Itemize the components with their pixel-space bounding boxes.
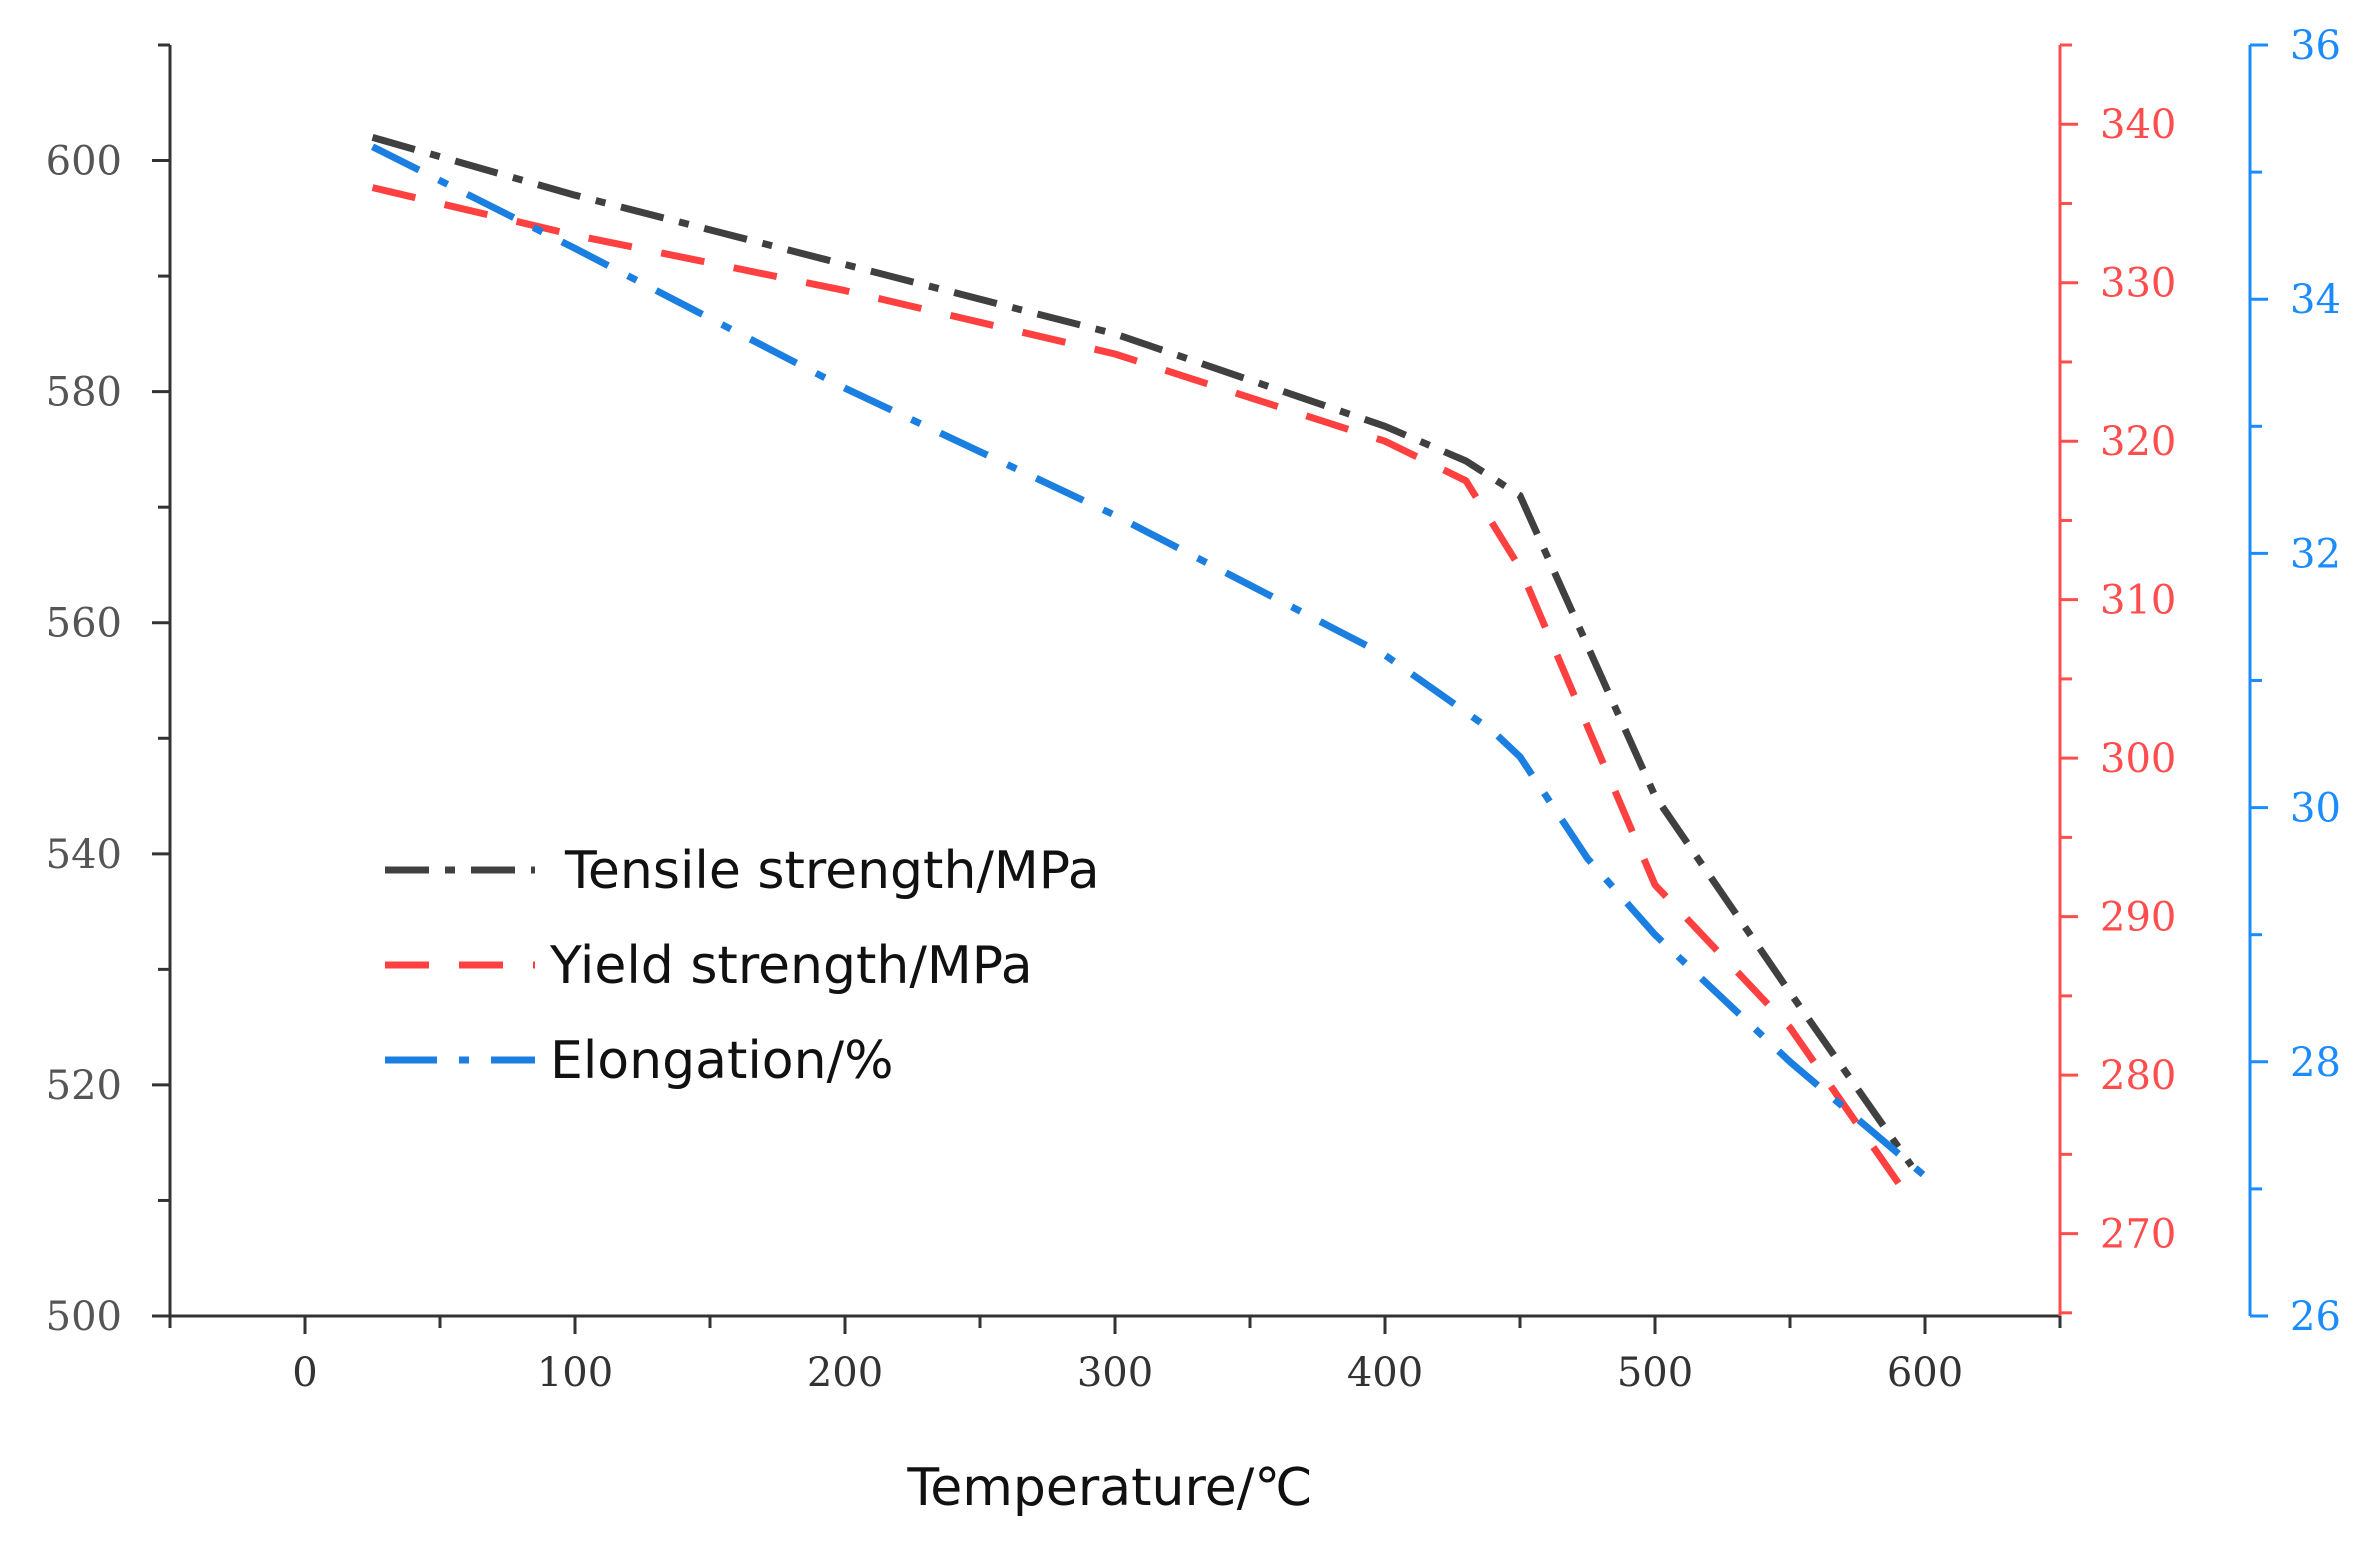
x-tick-label: 500 (1617, 1350, 1693, 1396)
y-tick-label-left: 580 (46, 370, 122, 416)
legend: Tensile strength/MPa Yield strength/MPa El… (385, 841, 1100, 1091)
legend-label: Tensile strength/MPa (564, 841, 1100, 901)
y-tick-label-left: 560 (46, 601, 122, 647)
y-tick-label-right2: 34 (2290, 277, 2341, 323)
y-tick-label-right1: 330 (2100, 261, 2176, 307)
x-axis-title: Temperature/℃ (906, 1458, 1312, 1518)
x-tick-label: 0 (292, 1350, 317, 1396)
y-tick-label-right1: 320 (2100, 419, 2176, 465)
y-tick-label-right2: 28 (2290, 1040, 2341, 1086)
x-tick-label: 200 (807, 1350, 883, 1396)
y-tick-label-right1: 270 (2100, 1212, 2176, 1258)
y-tick-label-right2: 32 (2290, 531, 2341, 577)
x-tick-label: 400 (1347, 1350, 1423, 1396)
series-line-0 (371, 134, 1915, 1168)
y-tick-label-left: 540 (46, 832, 122, 878)
y-tick-label-right2: 36 (2290, 23, 2341, 69)
y-tick-label-right1: 290 (2100, 895, 2176, 941)
y-tick-label-right2: 26 (2290, 1294, 2341, 1340)
x-tick-label: 600 (1887, 1350, 1963, 1396)
series-layer (370, 134, 1928, 1204)
x-tick-label: 100 (537, 1350, 613, 1396)
y-tick-label-right1: 310 (2100, 578, 2176, 624)
y-tick-label-left: 520 (46, 1063, 122, 1109)
y-tick-label-right1: 280 (2100, 1053, 2176, 1099)
series-line-2 (370, 143, 1928, 1179)
y-tick-label-right2: 30 (2290, 786, 2341, 832)
axes-layer: 0 100 200 300 400 500 600 500 520 540 560 580 600 270… (46, 23, 2341, 1396)
x-tick-label: 300 (1077, 1350, 1153, 1396)
legend-label: Yield strength/MPa (549, 936, 1033, 996)
y-tick-label-left: 500 (46, 1294, 122, 1340)
y-tick-label-right1: 340 (2100, 102, 2176, 148)
y-tick-label-right1: 300 (2100, 736, 2176, 782)
y-tick-label-left: 600 (46, 139, 122, 185)
legend-label: Elongation/% (550, 1031, 893, 1091)
